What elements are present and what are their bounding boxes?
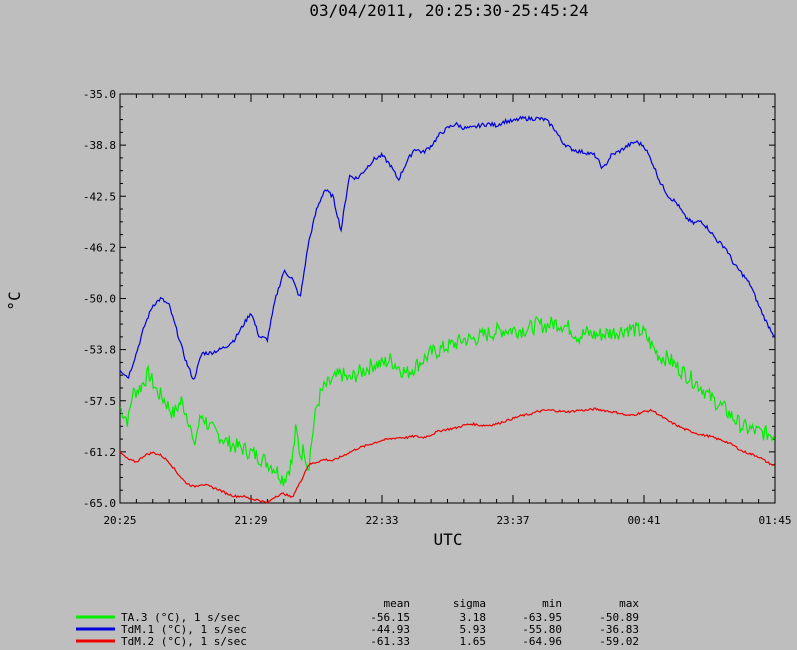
plot-frame — [119, 93, 776, 504]
stats-value: -64.96 — [522, 635, 562, 648]
stats-value: -55.80 — [522, 623, 562, 636]
stats-value: -61.33 — [370, 635, 410, 648]
series-line-0 — [119, 315, 776, 487]
legend: mean sigma min max TA.3 (°C), 1 s/sec -56.15 3… — [76, 597, 639, 648]
y-tick-label: -42.5 — [83, 190, 116, 203]
y-tick-label: -46.2 — [83, 241, 116, 254]
chart-title: 03/04/2011, 20:25:30-25:45:24 — [309, 1, 588, 20]
legend-label: TA.3 (°C), 1 s/sec — [121, 611, 240, 624]
y-axis-label: °C — [5, 291, 24, 310]
stats-value: -59.02 — [599, 635, 639, 648]
x-tick-label: 01:45 — [758, 514, 791, 527]
x-tick-label: 20:25 — [103, 514, 136, 527]
stats-value: -50.89 — [599, 611, 639, 624]
stats-header: mean — [384, 597, 411, 610]
stats-header: max — [619, 597, 639, 610]
y-tick-label: -50.0 — [83, 293, 116, 306]
y-axis: -35.0 -38.8 -42.5 -46.2 -50.0 -53.8 -57.5 -61.2… — [83, 88, 775, 510]
stats-value: 1.65 — [460, 635, 487, 648]
y-tick-label: -57.5 — [83, 395, 116, 408]
stats-value: 3.18 — [460, 611, 487, 624]
y-tick-label: -38.8 — [83, 139, 116, 152]
x-axis-label: UTC — [434, 530, 463, 549]
stats-value: -44.93 — [370, 623, 410, 636]
series-line-2 — [119, 407, 775, 504]
stats-value: -56.15 — [370, 611, 410, 624]
x-tick-label: 22:33 — [365, 514, 398, 527]
legend-label: TdM.2 (°C), 1 s/sec — [121, 635, 247, 648]
x-axis: 20:25 21:29 22:33 23:37 00:41 01:45 — [103, 94, 792, 527]
y-tick-label: -53.8 — [83, 344, 116, 357]
y-tick-label: -65.0 — [83, 497, 116, 510]
stats-value: -36.83 — [599, 623, 639, 636]
stats-header: sigma — [453, 597, 486, 610]
stats-value: 5.93 — [460, 623, 487, 636]
legend-label: TdM.1 (°C), 1 s/sec — [121, 623, 247, 636]
stats-header: min — [542, 597, 562, 610]
x-tick-label: 21:29 — [234, 514, 267, 527]
series-line-1 — [119, 115, 776, 380]
series-layer — [119, 115, 776, 504]
y-tick-label: -35.0 — [83, 88, 116, 101]
x-tick-label: 23:37 — [496, 514, 529, 527]
y-tick-label: -61.2 — [83, 446, 116, 459]
x-tick-label: 00:41 — [627, 514, 660, 527]
stats-value: -63.95 — [522, 611, 562, 624]
